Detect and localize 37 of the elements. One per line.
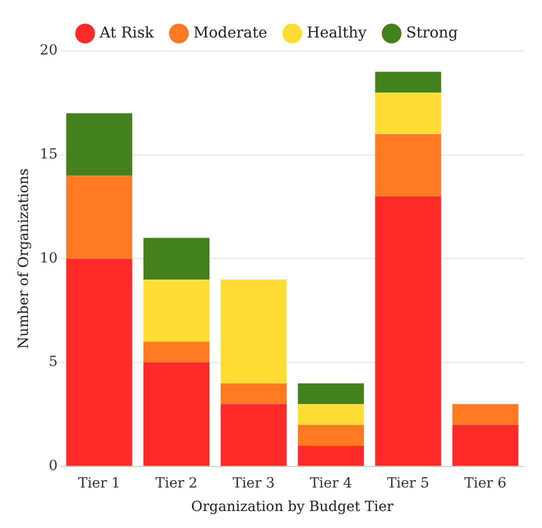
y-axis-title: Number of Organizations [16, 168, 32, 349]
bar [452, 404, 518, 425]
bar [375, 72, 442, 93]
bar [375, 134, 442, 196]
bar [375, 92, 442, 134]
legend-label: Moderate [193, 23, 268, 42]
legend-label: Healthy [306, 23, 368, 42]
bar [220, 279, 287, 384]
bar [143, 362, 210, 466]
bar [298, 424, 364, 446]
x-tick-label: Tier 5 [387, 475, 430, 492]
y-tick-label: 5 [48, 354, 58, 370]
x-tick-label: Tier 2 [155, 475, 198, 492]
legend-label: At Risk [98, 23, 155, 42]
bar [66, 258, 132, 466]
bar [66, 113, 132, 176]
bar [66, 176, 132, 259]
bar [298, 404, 364, 425]
bar [220, 383, 287, 404]
x-tick-label: Tier 3 [232, 475, 275, 492]
bar [143, 238, 210, 280]
y-tick-label: 20 [40, 42, 58, 59]
bar [452, 424, 518, 466]
bar [143, 279, 210, 342]
legend-label: Strong [406, 23, 458, 42]
y-tick-label: 0 [48, 458, 58, 474]
bar [220, 404, 287, 466]
bar [143, 342, 210, 363]
bar [298, 383, 364, 404]
bar [375, 196, 442, 466]
x-tick-label: Tier 1 [78, 475, 120, 492]
bar [298, 446, 364, 466]
x-axis-title: Organization by Budget Tier [191, 499, 394, 516]
y-tick-label: 15 [40, 146, 58, 162]
x-tick-label: Tier 6 [464, 475, 507, 492]
x-tick-label: Tier 4 [310, 475, 352, 492]
y-tick-label: 10 [40, 250, 58, 266]
